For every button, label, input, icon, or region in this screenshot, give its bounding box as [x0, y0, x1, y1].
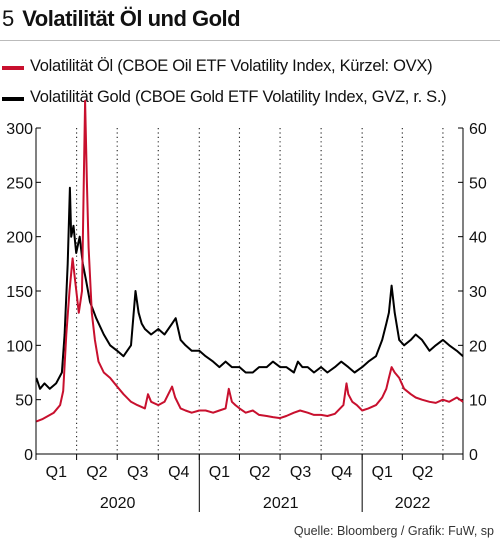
- quarter-label-5: Q2: [249, 464, 270, 481]
- quarter-label-4: Q1: [209, 464, 230, 481]
- y-left-tick-label-6: 300: [6, 121, 33, 138]
- y-right-tick-label-3: 30: [469, 284, 487, 301]
- tick-labels: 0 50 100 150 200 250 300 0 10 20 30 40 50 60 Q1 Q2 Q3 Q4 Q…: [6, 121, 487, 512]
- quarter-label-7: Q4: [331, 464, 352, 481]
- y-left-tick-label-2: 100: [6, 338, 33, 355]
- chart-header: 5 Volatilität Öl und Gold Volatilität Öl …: [0, 0, 500, 118]
- y-right-tick-label-6: 60: [469, 121, 487, 138]
- chart-number: 5: [2, 6, 15, 31]
- y-right-tick-label-1: 10: [469, 393, 487, 410]
- y-right-tick-label-5: 50: [469, 175, 487, 192]
- y-left-tick-label-0: 0: [24, 447, 33, 464]
- chart-title: 5 Volatilität Öl und Gold: [2, 6, 241, 32]
- grid-lines: [76, 128, 444, 454]
- quarter-label-0: Q1: [46, 464, 67, 481]
- quarter-label-9: Q2: [412, 464, 433, 481]
- year-label-1: 2021: [263, 495, 299, 512]
- y-right-tick-label-0: 0: [469, 447, 478, 464]
- chart-title-text: Volatilität Öl und Gold: [22, 6, 241, 31]
- y-left-tick-label-5: 250: [6, 175, 33, 192]
- y-right-tick-label-2: 20: [469, 338, 487, 355]
- y-left-tick-label-1: 50: [15, 393, 33, 410]
- series-lines: [35, 99, 464, 423]
- legend-label-gold: Volatilität Gold (CBOE Gold ETF Volatili…: [30, 88, 447, 106]
- quarter-label-1: Q2: [86, 464, 107, 481]
- series-line-oil: [36, 99, 464, 423]
- source-note: Quelle: Bloomberg / Grafik: FuW, sp: [293, 524, 494, 538]
- legend-label-oil: Volatilität Öl (CBOE Oil ETF Volatility …: [30, 57, 433, 75]
- legend-swatch-gold: [2, 97, 24, 101]
- title-divider: [0, 40, 500, 41]
- series-line-gold: [35, 186, 464, 390]
- quarter-label-2: Q3: [127, 464, 148, 481]
- y-left-tick-label-3: 150: [6, 284, 33, 301]
- quarter-label-6: Q3: [290, 464, 311, 481]
- quarter-label-8: Q1: [372, 464, 393, 481]
- year-label-2: 2022: [395, 495, 431, 512]
- y-right-tick-label-4: 40: [469, 230, 487, 247]
- legend-swatch-oil: [2, 66, 24, 70]
- axes: [35, 127, 464, 512]
- year-label-0: 2020: [100, 495, 136, 512]
- quarter-label-3: Q4: [168, 464, 189, 481]
- y-left-tick-label-4: 200: [6, 230, 33, 247]
